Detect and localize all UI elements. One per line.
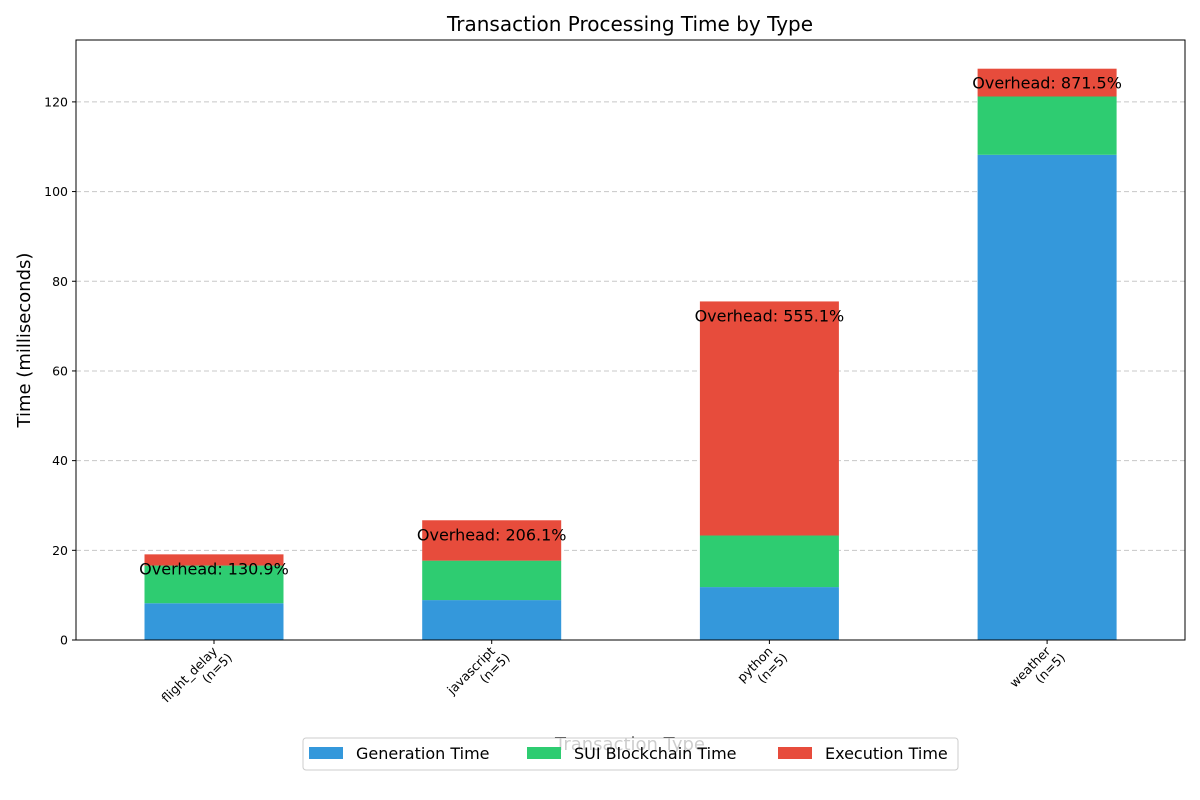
y-tick-label: 20 <box>52 543 68 558</box>
legend-label: SUI Blockchain Time <box>574 744 737 763</box>
bars-layer <box>144 68 1117 640</box>
overhead-annotation: Overhead: 130.9% <box>139 559 289 578</box>
overhead-annotation: Overhead: 206.1% <box>417 525 567 544</box>
legend: Generation Time SUI Blockchain Time Execut… <box>302 737 959 771</box>
y-tick-label: 60 <box>52 363 68 378</box>
bar-execution-time <box>977 68 1117 97</box>
legend-swatch <box>309 747 343 759</box>
plot-frame <box>75 39 1186 641</box>
bar-generation-time <box>144 603 284 640</box>
bar-generation-time <box>977 154 1117 640</box>
y-tick-label: 40 <box>52 453 68 468</box>
x-tick-label: flight_delay(n=5) <box>158 639 235 716</box>
bar-execution-time <box>699 301 839 536</box>
legend-label: Execution Time <box>825 744 948 763</box>
legend-box <box>302 737 959 771</box>
annotations: Overhead: 130.9% Overhead: 206.1% Overhead… <box>139 74 1122 579</box>
legend-label: Generation Time <box>356 744 490 763</box>
overhead-annotation: Overhead: 555.1% <box>695 306 845 325</box>
x-tick-label: javascript(n=5) <box>443 639 512 708</box>
bar-sui-blockchain-time <box>699 535 839 588</box>
overhead-annotation: Overhead: 871.5% <box>972 74 1122 93</box>
x-tick-label: python(n=5) <box>734 639 790 695</box>
legend-swatch <box>778 747 812 759</box>
bar-sui-blockchain-time <box>144 565 284 604</box>
bar-sui-blockchain-time <box>977 96 1117 155</box>
bar-execution-time <box>144 554 284 566</box>
y-tick-label: 0 <box>60 633 68 648</box>
legend-swatch <box>527 747 561 759</box>
x-tick-label: weather(n=5) <box>1006 639 1068 701</box>
bar-execution-time <box>422 520 562 561</box>
y-tick-label: 80 <box>52 274 68 289</box>
y-axis-label: Time (milliseconds) <box>14 253 35 429</box>
bar-sui-blockchain-time <box>422 560 562 601</box>
x-ticks: flight_delay(n=5) javascript(n=5) python(n… <box>158 639 1068 716</box>
y-tick-label: 120 <box>44 94 68 109</box>
y-tick-label: 100 <box>44 184 68 199</box>
bar-generation-time <box>422 600 562 640</box>
chart-title: Transaction Processing Time by Type <box>446 12 813 36</box>
bar-generation-time <box>699 587 839 640</box>
y-ticks: 0 20 40 60 80 100 120 <box>44 94 76 648</box>
